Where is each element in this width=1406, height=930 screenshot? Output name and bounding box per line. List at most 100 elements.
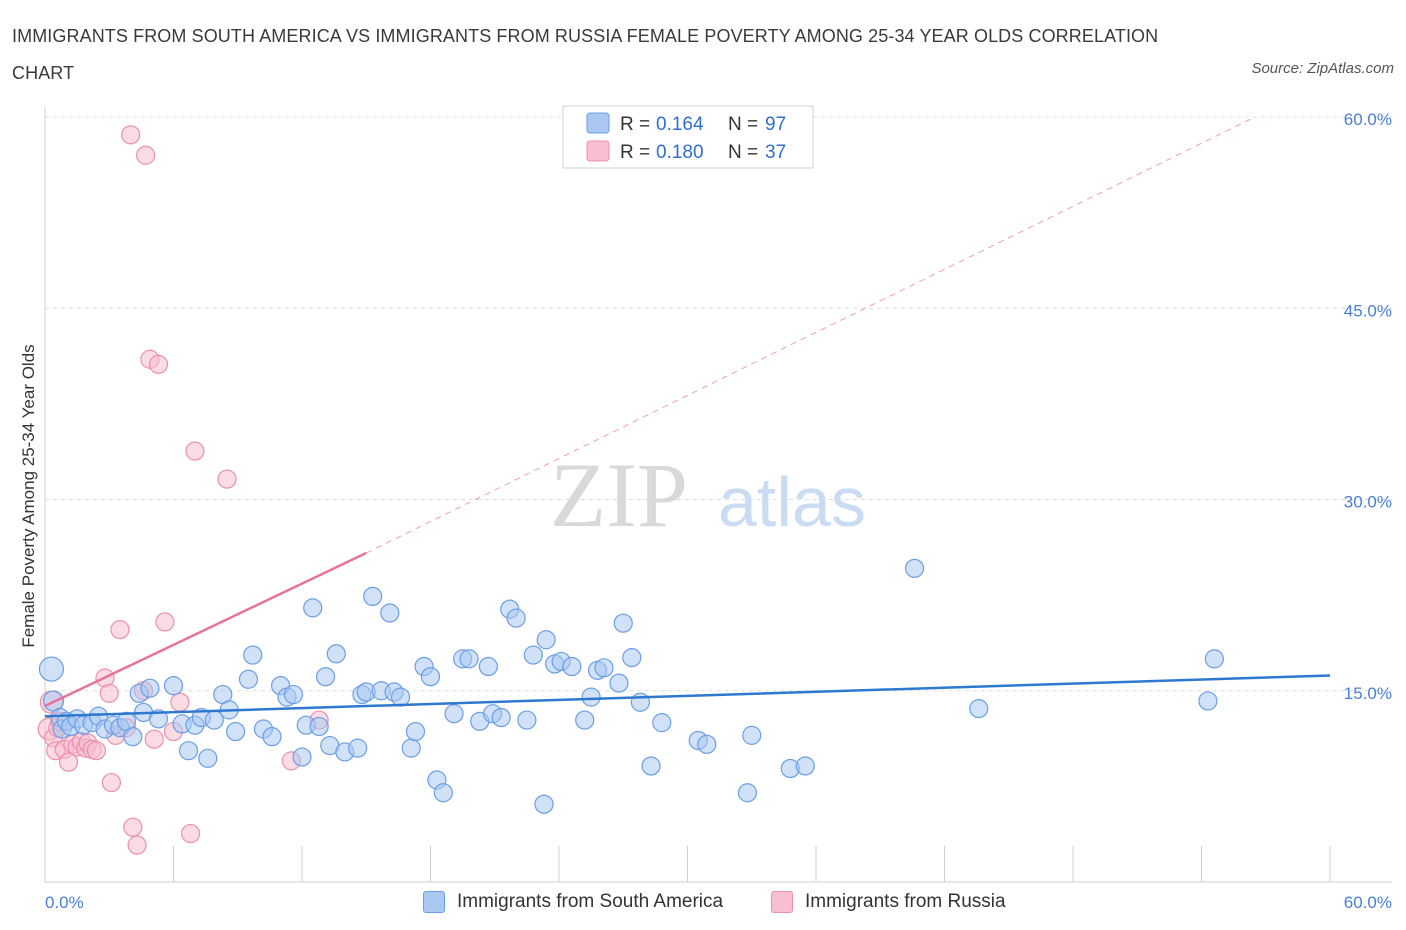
y-tick-label: 60.0%: [1344, 110, 1392, 129]
grid-lines: [45, 116, 1392, 692]
bottom-legend-south-america: Immigrants from South America: [423, 888, 723, 916]
south-america-point: [742, 725, 762, 745]
south-america-point: [348, 738, 368, 758]
legend-r-value-russia: 0.180: [656, 142, 704, 163]
series-south-america-points: [38, 558, 1224, 814]
south-america-point: [226, 721, 246, 742]
south-america-point: [506, 608, 526, 628]
south-america-point: [198, 748, 218, 768]
south-america-point: [795, 756, 815, 776]
south-america-point: [969, 698, 989, 719]
source-label: Source: ZipAtlas.com: [1251, 60, 1394, 77]
south-america-point: [697, 734, 717, 754]
russia-point: [185, 441, 205, 461]
south-america-point: [594, 658, 614, 678]
south-america-point: [581, 687, 601, 707]
south-america-point: [609, 673, 629, 693]
russia-point: [170, 692, 190, 712]
trend-lines: [44, 116, 1331, 718]
south-america-point: [641, 756, 661, 776]
south-america-point: [652, 713, 672, 733]
south-america-point: [420, 667, 441, 687]
south-america-point: [904, 558, 925, 578]
bottom-legend-label-russia: Immigrants from Russia: [805, 891, 1006, 912]
legend-r-label: R =: [620, 142, 650, 163]
legend-n-label: N =: [728, 142, 758, 163]
south-america-point: [444, 704, 464, 724]
south-america-point: [148, 709, 169, 729]
legend-swatch-russia: [586, 140, 610, 162]
trend-line-south-america: [44, 674, 1331, 718]
south-america-point: [363, 586, 383, 607]
russia-point: [86, 741, 107, 761]
russia-point: [155, 612, 175, 632]
bottom-legend-label-south-america: Immigrants from South America: [457, 891, 724, 912]
legend-n-label: N =: [728, 114, 758, 135]
russia-point: [144, 729, 164, 749]
watermark-atlas: atlas: [718, 463, 866, 541]
south-america-point: [283, 684, 304, 705]
russia-point: [101, 772, 121, 793]
south-america-point: [243, 645, 263, 665]
south-america-point: [309, 716, 329, 737]
south-america-point: [459, 649, 479, 669]
russia-point: [127, 835, 147, 855]
south-america-point: [262, 727, 282, 747]
russia-point: [217, 469, 237, 489]
south-america-point: [534, 794, 554, 814]
south-america-point: [38, 656, 65, 682]
south-america-point: [523, 645, 543, 665]
x-tick-label: 60.0%: [1344, 893, 1392, 912]
y-tick-label: 45.0%: [1344, 301, 1392, 320]
south-america-point: [737, 783, 758, 803]
south-america-point: [238, 669, 259, 689]
bottom-legend-swatch-russia: [771, 891, 793, 913]
south-america-point: [622, 647, 642, 668]
trend-line-russia: [44, 551, 367, 708]
south-america-point: [1204, 649, 1224, 669]
south-america-point: [478, 656, 498, 677]
bottom-legend-swatch-south-america: [423, 891, 445, 913]
legend-n-value-russia: 37: [765, 142, 786, 163]
south-america-point: [517, 710, 537, 730]
south-america-point: [1198, 691, 1218, 711]
south-america-point: [401, 738, 421, 758]
chart-title: IMMIGRANTS FROM SOUTH AMERICA VS IMMIGRA…: [12, 26, 1159, 83]
south-america-point: [292, 747, 312, 767]
legend-n-value-south-america: 97: [765, 114, 786, 135]
y-tick-label: 30.0%: [1344, 493, 1392, 512]
legend-swatch-south-america: [586, 112, 610, 134]
legend-r-label: R =: [620, 114, 650, 135]
south-america-point: [123, 727, 143, 747]
south-america-point: [303, 598, 323, 618]
russia-point: [123, 817, 143, 837]
watermark: ZIP atlas: [550, 444, 866, 546]
top-legend: R = 0.164 N = 97 R = 0.180 N = 37: [562, 105, 814, 169]
russia-point: [148, 354, 169, 374]
russia-point: [99, 683, 119, 703]
south-america-point: [326, 644, 346, 664]
south-america-point: [562, 656, 582, 677]
south-america-point: [140, 678, 160, 698]
russia-point: [121, 125, 141, 145]
south-america-point: [380, 603, 400, 623]
south-america-point: [405, 721, 426, 742]
x-tick-label: 0.0%: [45, 893, 84, 912]
russia-point: [181, 823, 201, 844]
south-america-point: [536, 630, 556, 650]
south-america-point: [315, 667, 336, 687]
y-axis-title: Female Poverty Among 25-34 Year Olds: [19, 344, 38, 647]
south-america-point: [491, 707, 511, 728]
russia-point: [58, 752, 79, 772]
bottom-legend-russia: Immigrants from Russia: [771, 888, 1006, 916]
south-america-point: [163, 676, 184, 696]
south-america-point: [390, 687, 411, 707]
russia-point: [136, 145, 156, 165]
south-america-point: [613, 613, 633, 633]
south-america-point: [178, 741, 199, 761]
south-america-point: [433, 783, 453, 803]
legend-r-value-south-america: 0.164: [656, 114, 704, 135]
axes: [44, 107, 1392, 883]
y-tick-label: 15.0%: [1344, 684, 1392, 703]
